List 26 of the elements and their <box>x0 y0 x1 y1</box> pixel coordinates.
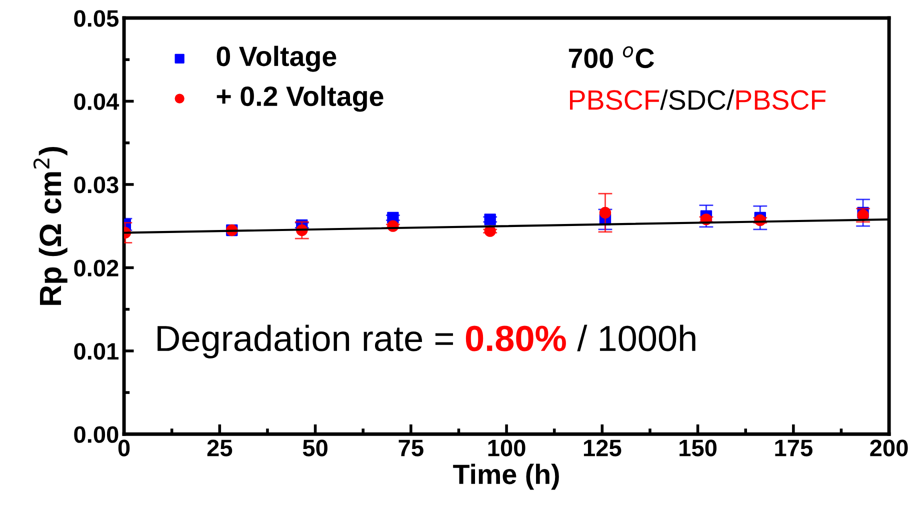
annotation: /SDC/ <box>660 89 734 110</box>
x-tick-label: 150 <box>680 440 717 456</box>
annotation: 700 $^{o}$C <box>568 46 654 68</box>
annotation: PBSCF <box>570 90 660 110</box>
annotation: PBSCF <box>736 90 826 110</box>
y-tick-label: 0.04 <box>74 93 120 110</box>
x-tick-label: 200 <box>870 440 908 456</box>
legend-label: + 0.2 Voltage <box>216 86 384 112</box>
x-tick-label: 25 <box>207 440 232 456</box>
x-tick-label: 50 <box>302 440 328 456</box>
y-tick-label: 0.00 <box>74 426 118 443</box>
y-tick-label: 0.05 <box>74 10 119 27</box>
x-tick-label: 175 <box>775 440 812 456</box>
x-tick-label: 125 <box>584 440 622 456</box>
annotation: Degradation rate = <box>158 324 453 358</box>
annotation: / 1000h <box>577 324 696 352</box>
x-tick-label: 75 <box>398 440 424 456</box>
y-tick-label: 0.01 <box>74 342 119 360</box>
x-tick-label: 100 <box>488 440 526 456</box>
x-axis-title: Time (h) <box>453 464 559 490</box>
x-tick-label: 0 <box>118 440 130 456</box>
y-axis-title: Rp (Ω cm$^{2}$) <box>33 146 68 305</box>
y-tick-label: 0.03 <box>74 176 118 194</box>
annotation: 0.80% <box>466 326 566 352</box>
legend-label: 0 Voltage <box>216 46 336 72</box>
y-tick-label: 0.02 <box>74 260 118 276</box>
